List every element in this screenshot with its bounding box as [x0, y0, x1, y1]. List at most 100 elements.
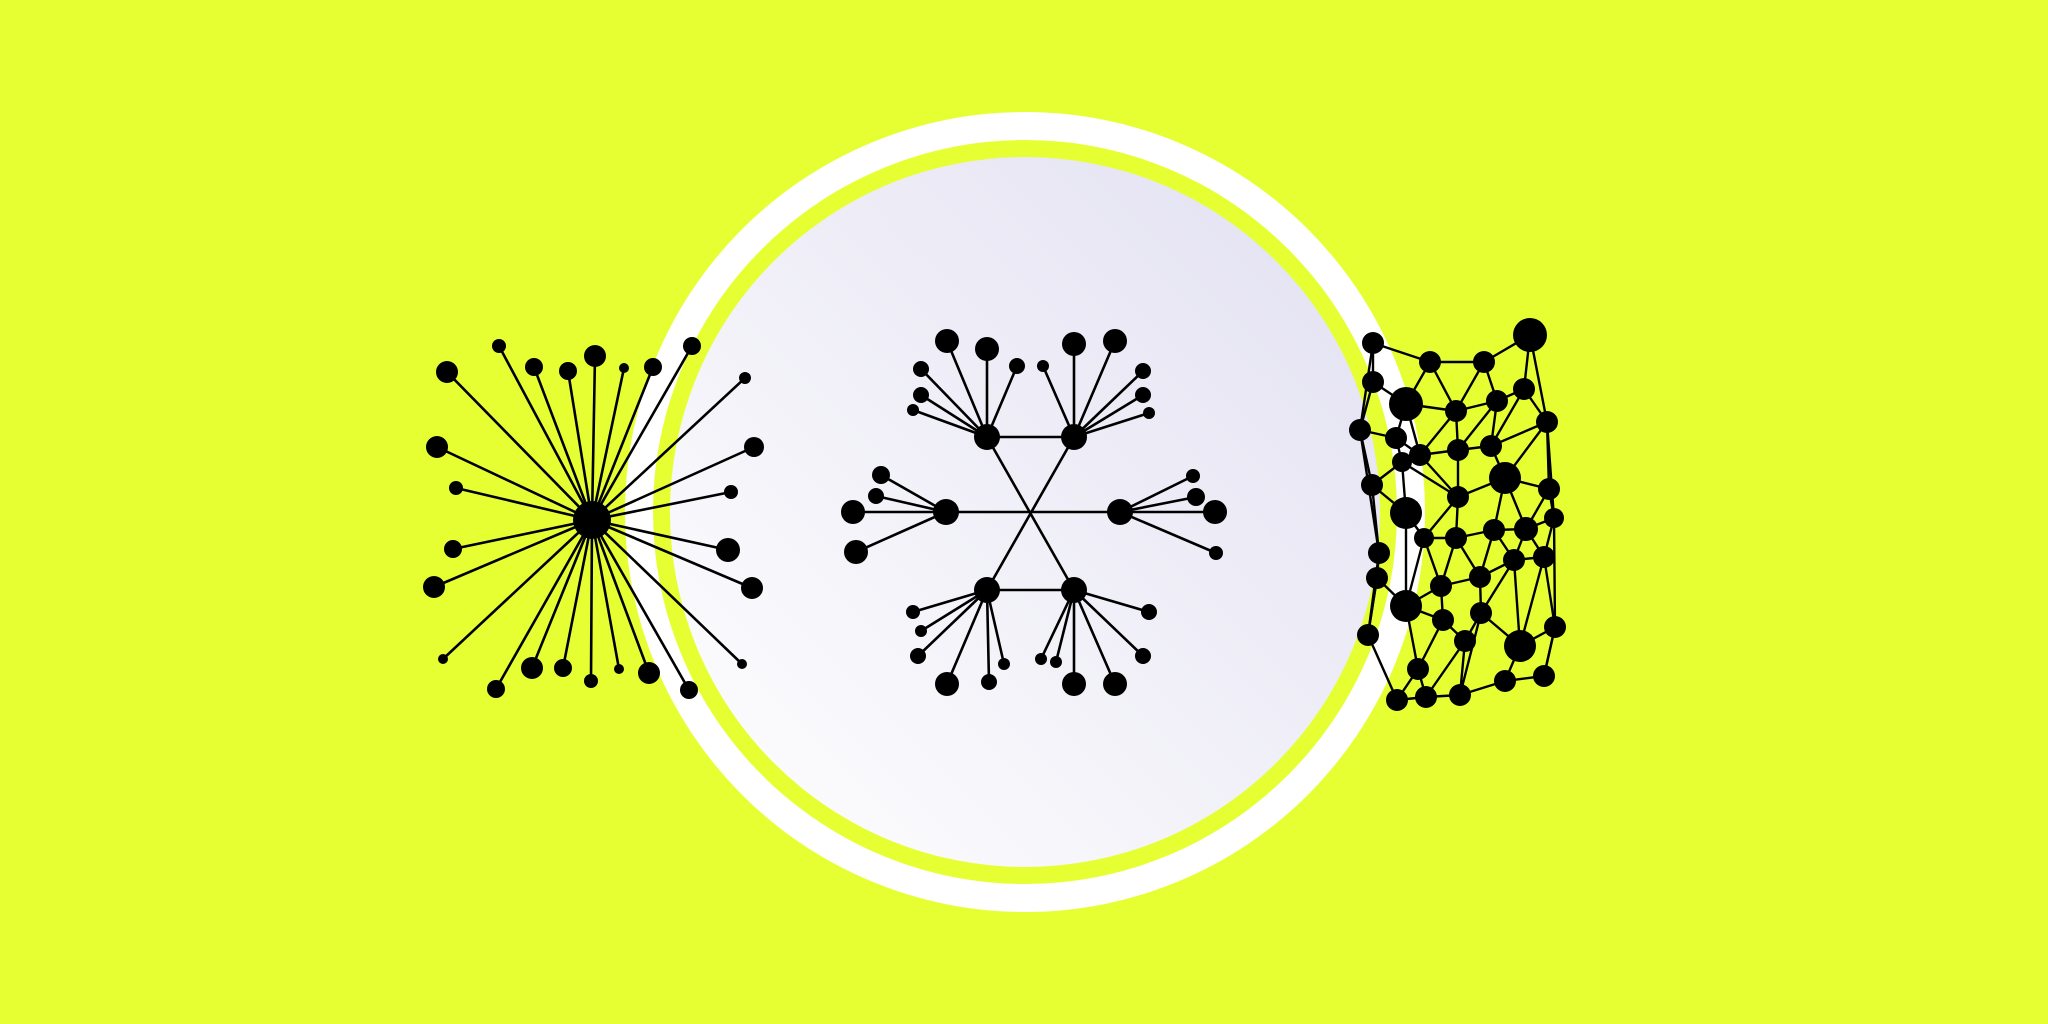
mesh-node: [1385, 427, 1407, 449]
leaf-node: [1135, 387, 1151, 403]
leaf-node: [913, 361, 929, 377]
mesh-node: [1415, 686, 1437, 708]
mesh-node: [1469, 566, 1491, 588]
mesh-node: [1366, 567, 1388, 589]
leaf-node: [841, 500, 865, 524]
leaf-node: [554, 659, 572, 677]
mesh-node: [1538, 478, 1560, 500]
leaf-node: [981, 674, 997, 690]
leaf-node: [1062, 672, 1086, 696]
mesh-node: [1514, 517, 1538, 541]
leaf-node: [739, 372, 751, 384]
mesh-node: [1489, 462, 1521, 494]
leaf-node: [975, 337, 999, 361]
mesh-edge: [1554, 518, 1555, 627]
leaf-node: [683, 337, 701, 355]
leaf-node: [906, 605, 920, 619]
leaf-node: [521, 657, 543, 679]
leaf-node: [423, 576, 445, 598]
mesh-node: [1409, 444, 1431, 466]
leaf-node: [935, 672, 959, 696]
leaf-node: [680, 681, 698, 699]
leaf-node: [868, 488, 884, 504]
hub-node: [573, 501, 611, 539]
leaf-node: [913, 387, 929, 403]
leaf-node: [638, 662, 660, 684]
leaf-node: [492, 339, 506, 353]
mesh-node: [1407, 658, 1429, 680]
leaf-node: [910, 648, 926, 664]
mesh-node: [1513, 318, 1547, 352]
spoke-edge: [591, 520, 592, 681]
hub-node: [933, 499, 959, 525]
mesh-node: [1389, 387, 1423, 421]
mesh-node: [1362, 332, 1384, 354]
mesh-node: [1470, 602, 1492, 624]
hub-node: [1107, 499, 1133, 525]
mesh-node: [1390, 497, 1422, 529]
leaf-node: [1050, 656, 1062, 668]
leaf-node: [1186, 469, 1200, 483]
leaf-node: [1009, 358, 1025, 374]
mesh-node: [1362, 371, 1384, 393]
leaf-node: [619, 363, 629, 373]
leaf-node: [449, 481, 463, 495]
leaf-node: [1187, 488, 1205, 506]
mesh-node: [1504, 630, 1536, 662]
mesh-node: [1454, 630, 1476, 652]
leaf-node: [907, 404, 919, 416]
leaf-node: [1143, 407, 1155, 419]
mesh-node: [1533, 546, 1555, 568]
leaf-node: [1037, 360, 1049, 372]
leaf-node: [915, 625, 927, 637]
leaf-node: [1141, 604, 1157, 620]
mesh-node: [1494, 670, 1516, 692]
mesh-node: [1357, 624, 1379, 646]
mesh-node: [1368, 542, 1390, 564]
mesh-node: [1544, 616, 1566, 638]
mesh-node: [1419, 351, 1441, 373]
mesh-node: [1349, 419, 1371, 441]
mesh-node: [1447, 439, 1469, 461]
mesh-node: [1483, 519, 1505, 541]
mesh-node: [1503, 549, 1525, 571]
leaf-node: [1135, 363, 1151, 379]
leaf-node: [1103, 672, 1127, 696]
hub-node: [1061, 424, 1087, 450]
mesh-node: [1533, 665, 1555, 687]
hub-node: [974, 424, 1000, 450]
leaf-node: [724, 485, 738, 499]
mesh-node: [1445, 400, 1467, 422]
mesh-node: [1386, 689, 1408, 711]
leaf-node: [1062, 332, 1086, 356]
leaf-node: [1203, 500, 1227, 524]
hub-node: [1061, 577, 1087, 603]
mesh-node: [1361, 474, 1383, 496]
mesh-node: [1414, 528, 1434, 548]
mesh-node: [1544, 508, 1564, 528]
leaf-node: [998, 658, 1010, 670]
mesh-node: [1536, 411, 1558, 433]
leaf-node: [1135, 648, 1151, 664]
leaf-node: [737, 659, 747, 669]
leaf-node: [438, 654, 448, 664]
leaf-node: [444, 540, 462, 558]
mesh-node: [1513, 378, 1535, 400]
mesh-node: [1480, 435, 1502, 457]
leaf-node: [1035, 653, 1047, 665]
leaf-node: [584, 345, 606, 367]
mesh-node: [1473, 351, 1495, 373]
leaf-node: [584, 674, 598, 688]
mesh-node: [1447, 486, 1469, 508]
mesh-node: [1445, 527, 1467, 549]
leaf-node: [935, 329, 959, 353]
leaf-node: [844, 540, 868, 564]
leaf-node: [716, 538, 740, 562]
mesh-node: [1430, 575, 1452, 597]
mesh-node: [1392, 452, 1412, 472]
leaf-node: [614, 664, 624, 674]
leaf-node: [741, 577, 763, 599]
mesh-node: [1449, 684, 1471, 706]
